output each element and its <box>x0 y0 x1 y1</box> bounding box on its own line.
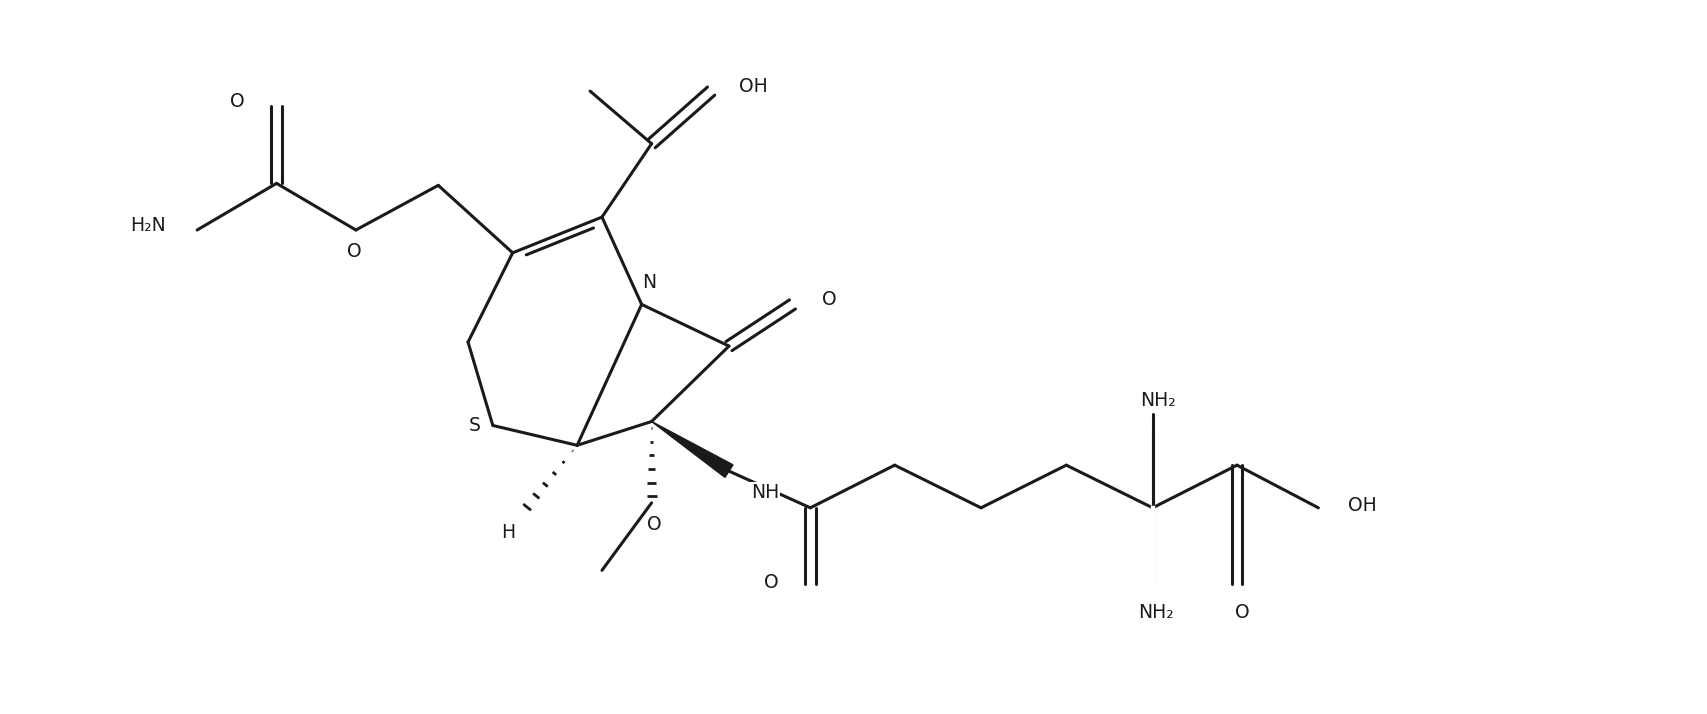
Text: O: O <box>763 573 778 592</box>
Text: O: O <box>230 91 244 111</box>
Text: NH₂: NH₂ <box>1137 603 1173 621</box>
Text: OH: OH <box>739 76 766 96</box>
Text: OH: OH <box>1347 496 1376 516</box>
Text: S: S <box>469 416 481 435</box>
Text: O: O <box>347 242 360 261</box>
Text: N: N <box>642 273 655 292</box>
Polygon shape <box>650 421 732 478</box>
Text: O: O <box>1234 603 1248 621</box>
Text: O: O <box>821 290 836 309</box>
Text: O: O <box>1234 603 1248 621</box>
Text: O: O <box>647 516 662 534</box>
Text: NH: NH <box>751 483 778 503</box>
Text: H₂N: H₂N <box>130 216 166 234</box>
Text: NH₂: NH₂ <box>1139 391 1174 410</box>
Text: H: H <box>500 523 514 542</box>
